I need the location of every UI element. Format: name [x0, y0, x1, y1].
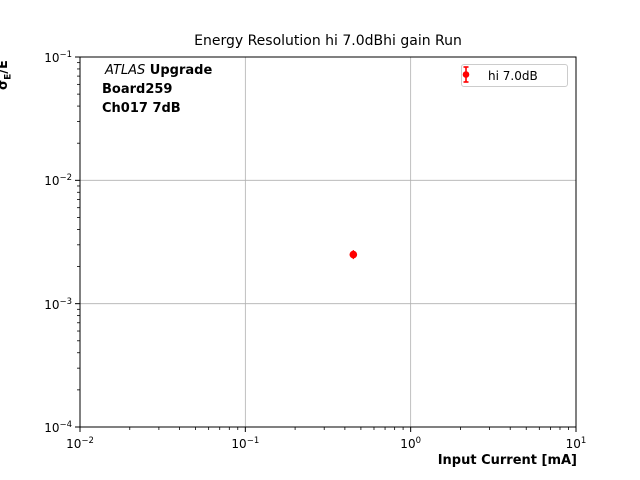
y-tick-label: 10−4 — [44, 420, 72, 435]
x-axis-label: Input Current [mA] — [437, 453, 577, 468]
annotation-atlas: ATLAS — [105, 63, 146, 78]
annotation-block: ATLAS Upgrade Board259 Ch017 7dB — [102, 61, 212, 118]
errorbar-marker-icon — [462, 66, 470, 83]
legend-box: hi 7.0dB — [461, 64, 568, 87]
y-axis-label-subscript: E — [3, 73, 14, 80]
plot-border — [79, 56, 577, 428]
y-tick-label: 10−1 — [44, 50, 72, 65]
legend-entry-label: hi 7.0dB — [488, 68, 538, 83]
y-axis-label-rest: /E — [0, 60, 11, 74]
annotation-line-2: Board259 — [102, 82, 173, 97]
x-tick-label: 10−2 — [66, 436, 94, 451]
chart-title: Energy Resolution hi 7.0dBhi gain Run — [194, 33, 462, 49]
x-tick-label: 101 — [565, 436, 587, 451]
y-axis-label: σE/E — [0, 60, 14, 90]
y-axis-label-sigma: σ — [0, 80, 11, 90]
x-tick-label: 10−1 — [231, 436, 260, 451]
y-tick-label: 10−3 — [44, 296, 72, 312]
annotation-line-3: Ch017 7dB — [102, 101, 181, 116]
annotation-upgrade: Upgrade — [145, 63, 213, 78]
annotation-line-1: ATLAS Upgrade — [102, 61, 212, 80]
y-tick-label: 10−2 — [44, 173, 72, 189]
data-point — [349, 250, 358, 259]
x-tick-label: 100 — [400, 436, 422, 451]
